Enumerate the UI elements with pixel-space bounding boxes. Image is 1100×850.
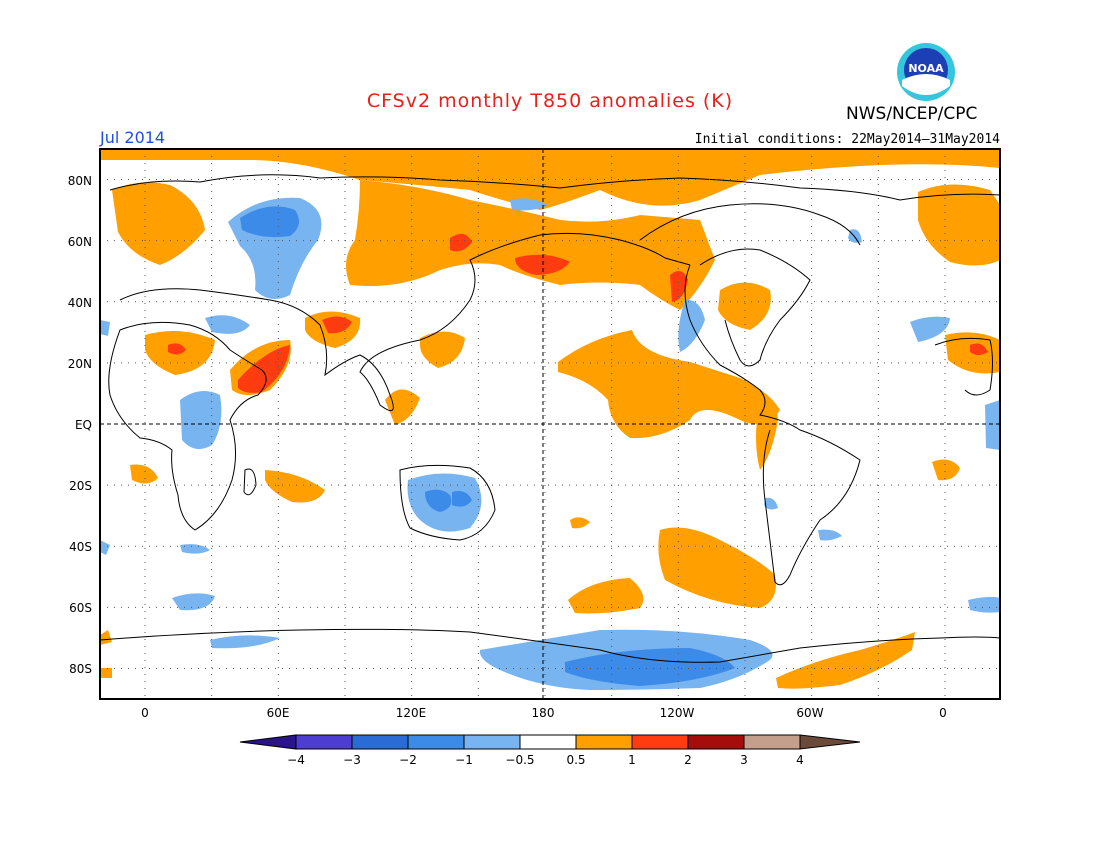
org-label: NWS/NCEP/CPC: [846, 104, 978, 124]
colorbar-box: [351, 734, 409, 750]
forecast-month: Jul 2014: [100, 128, 166, 147]
colorbar-box: [407, 734, 465, 750]
colorbar-label: 3: [740, 753, 748, 767]
lon-tick: 60W: [796, 706, 823, 720]
colorbar-label: −2: [399, 753, 417, 767]
lon-ticks: 0 60E 120E 180 120W 60W 0: [141, 706, 947, 720]
colorbar-low-arrow: [239, 734, 297, 750]
lon-tick: 0: [141, 706, 149, 720]
noaa-logo-text: NOAA: [908, 62, 944, 75]
colorbar-label: −1: [455, 753, 473, 767]
initial-conditions: Initial conditions: 22May2014–31May2014: [694, 132, 1000, 147]
lat-tick: 40S: [69, 540, 92, 554]
colorbar-label: −4: [287, 753, 305, 767]
colorbar-label: 1: [628, 753, 636, 767]
map-frame: [99, 148, 1001, 700]
noaa-logo: NOAA: [897, 43, 955, 101]
colorbar-box: [295, 734, 353, 750]
lat-tick: 40N: [68, 296, 92, 310]
colorbar-label: 2: [684, 753, 692, 767]
lat-tick: EQ: [75, 418, 92, 432]
colorbar-label: 4: [796, 753, 804, 767]
colorbar-box: [463, 734, 521, 750]
colorbar-high-arrow: [799, 734, 861, 750]
lat-tick: 20N: [68, 357, 92, 371]
lat-tick: 60N: [68, 235, 92, 249]
colorbar-box: [575, 734, 633, 750]
map-grid: [100, 149, 1000, 699]
lon-tick: 60E: [267, 706, 290, 720]
colorbar-box: [519, 734, 577, 750]
lat-ticks: 80N 60N 40N 20N EQ 20S 40S 60S 80S: [68, 174, 92, 676]
colorbar-label: −3: [343, 753, 361, 767]
colorbar-label: 0.5: [566, 753, 585, 767]
lon-tick: 0: [939, 706, 947, 720]
colorbar-label: −0.5: [505, 753, 534, 767]
map-title: CFSv2 monthly T850 anomalies (K): [366, 90, 734, 112]
lon-tick: 120W: [660, 706, 695, 720]
colorbar-box: [743, 734, 801, 750]
lat-tick: 60S: [69, 601, 92, 615]
lat-tick: 80S: [69, 662, 92, 676]
colorbar: −4 −3 −2 −1 −0.5 0.5 1 2 3 4: [239, 734, 861, 767]
lat-tick: 20S: [69, 479, 92, 493]
lat-tick: 80N: [68, 174, 92, 188]
lon-tick: 180: [532, 706, 555, 720]
colorbar-box: [687, 734, 745, 750]
colorbar-box: [631, 734, 689, 750]
lon-tick: 120E: [396, 706, 427, 720]
